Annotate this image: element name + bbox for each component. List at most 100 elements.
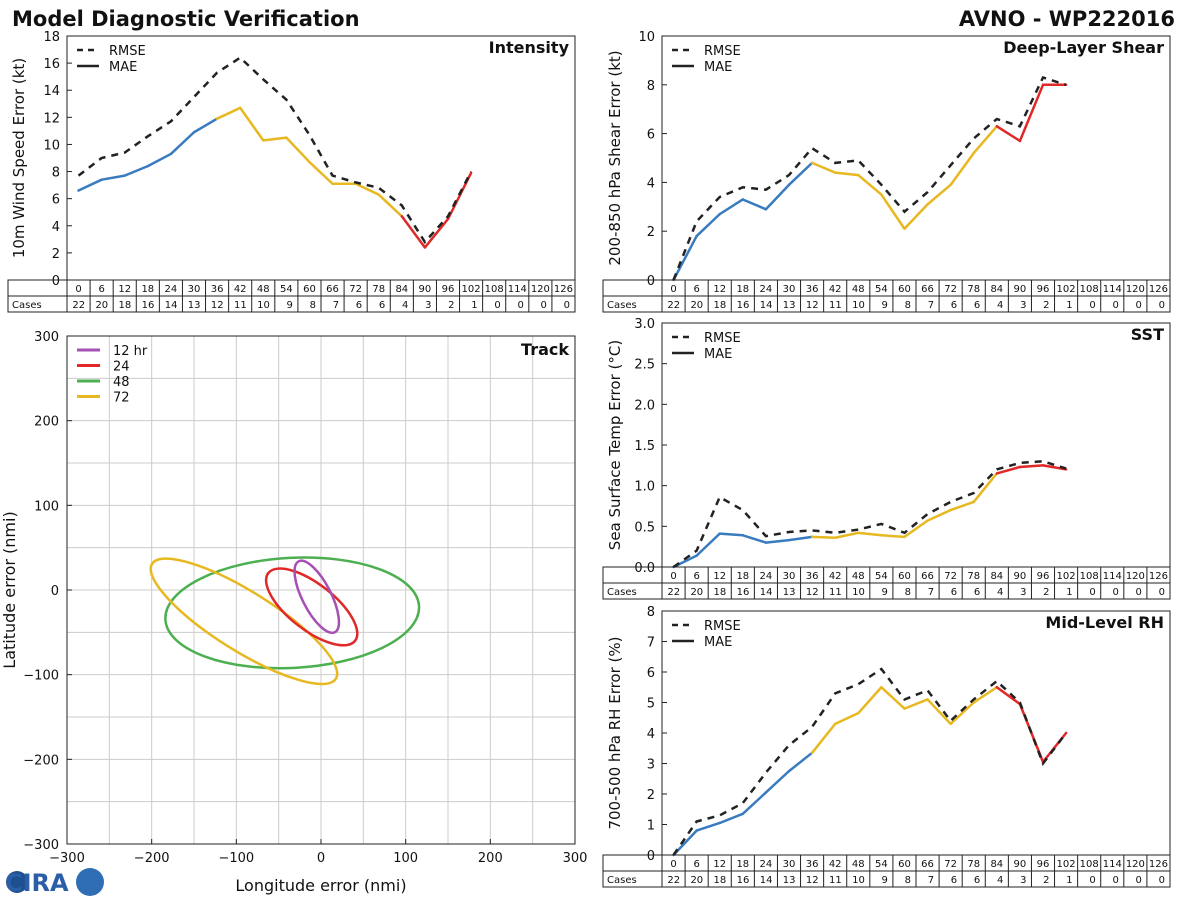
x-tick-label: −300 [49,851,85,866]
legend-mae-label: MAE [704,60,732,75]
y-tick-label: −200 [23,753,59,768]
case-cell: 2 [1043,300,1049,311]
case-cell: 14 [165,300,178,311]
legend-rmse-label: RMSE [704,44,741,59]
y-tick-label: 0 [647,849,655,864]
hour-cell: 84 [990,859,1003,870]
plot-frame [66,35,576,281]
legend-rmse-label: RMSE [704,619,741,634]
y-tick-label: −300 [23,838,59,853]
hour-cell: 48 [852,859,865,870]
hour-cell: 108 [1080,571,1099,582]
hour-cell: 72 [944,284,957,295]
case-cell: 9 [882,300,888,311]
case-cell: 7 [928,875,934,886]
mae-line-segment [169,130,196,156]
hour-cell: 60 [898,284,911,295]
y-tick-label: 7 [647,636,655,651]
hour-cell: 18 [736,859,749,870]
mae-line-segment [810,722,837,755]
legend-mae-label: MAE [704,347,732,362]
y-axis-label: 200-850 hPa Shear Error (kt) [606,50,624,265]
case-cell: 1 [1066,300,1072,311]
hour-cell: 96 [1037,571,1050,582]
mae-line-segment [695,821,721,832]
case-cell: 11 [829,875,842,886]
rmse-line [672,460,1067,569]
hour-cell: 36 [806,571,819,582]
case-cell: 0 [1112,875,1118,886]
case-cell: 22 [72,300,85,311]
hour-cell: 102 [1057,571,1076,582]
mae-line-segment [880,686,906,710]
case-cell: 20 [690,587,703,598]
hour-cell: 120 [1126,571,1145,582]
x-tick-label: 300 [563,851,588,866]
panel-title: Deep-Layer Shear [1003,38,1164,57]
hour-cell: 96 [1037,284,1050,295]
hour-cell: 30 [188,284,201,295]
case-cell: 4 [997,875,1003,886]
rmse-line [672,75,1067,281]
case-cell: 0 [1136,875,1142,886]
y-tick-label: 0 [51,584,59,599]
hour-cell: 12 [713,284,726,295]
y-tick-label: 2.0 [634,398,655,413]
y-tick-label: 14 [43,84,60,99]
y-tick-label: 1.0 [634,480,655,495]
case-cell: 1 [471,300,477,311]
hour-cell: 30 [783,859,796,870]
hour-cell: 36 [806,284,819,295]
hour-cell: 54 [280,284,293,295]
hour-cell: 78 [372,284,385,295]
panel-title: SST [1131,325,1164,344]
case-cell: 0 [1089,587,1095,598]
case-cell: 6 [356,300,362,311]
y-axis-label: 10m Wind Speed Error (kt) [10,58,28,258]
cases-label: Cases [12,300,42,311]
hour-cell: 102 [1057,859,1076,870]
hour-cell: 0 [670,571,676,582]
hour-cell: 60 [303,284,316,295]
case-cell: 0 [541,300,547,311]
case-cell: 0 [1159,875,1165,886]
plot-frame [661,322,1171,568]
case-cell: 11 [829,300,842,311]
case-cell: 4 [997,300,1003,311]
mae-line-segment [146,152,173,168]
mae-line-segment [787,161,814,187]
cases-label: Cases [607,875,637,886]
hour-cell: 48 [852,284,865,295]
case-cell: 8 [905,587,911,598]
mae-line-segment [1018,83,1045,143]
mae-line-segment [857,686,883,715]
mae-line-segment [718,198,745,216]
mae-line-segment [1018,464,1045,469]
y-tick-label: 3.0 [634,317,655,332]
mae-line-segment [262,136,288,142]
y-tick-label: 0.5 [634,520,655,535]
plot-frame [661,35,1171,281]
case-cell: 6 [379,300,385,311]
error-ellipse-48 [164,556,421,670]
hour-cell: 60 [898,571,911,582]
hour-cell: 48 [852,571,865,582]
case-cell: 2 [1043,875,1049,886]
case-cell: 0 [1136,587,1142,598]
hour-cell: 66 [921,859,934,870]
y-tick-label: 1.5 [634,439,655,454]
case-cell: 3 [1020,300,1026,311]
hour-cell: 90 [1014,284,1027,295]
mae-line-segment [764,769,791,794]
hour-cell: 114 [508,284,527,295]
hour-cell: 126 [1149,859,1168,870]
y-tick-label: 4 [647,727,655,742]
hour-cell: 66 [326,284,339,295]
hour-cell: 0 [670,284,676,295]
hour-cell: 54 [875,859,888,870]
logo-text: CIRA [5,869,69,897]
case-cell: 6 [974,300,980,311]
legend-label: 48 [113,375,130,390]
hour-cell: 72 [944,571,957,582]
